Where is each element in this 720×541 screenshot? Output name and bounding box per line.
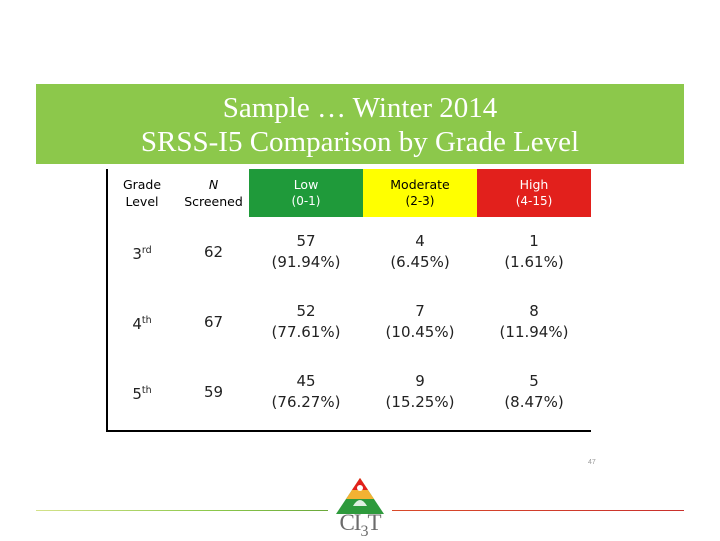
header-moderate-line-2: (2-3) — [405, 194, 435, 208]
n-screened-cell: 67 — [203, 312, 224, 331]
low-percent: (76.27%) — [271, 393, 341, 411]
header-n-line-2: Screened — [184, 194, 243, 209]
n-screened-cell: 62 — [203, 242, 224, 261]
grade-number: 5 — [132, 384, 142, 403]
moderate-percent: (6.45%) — [390, 253, 450, 271]
low-cell: 52 (77.61%) — [249, 287, 363, 357]
moderate-cell: 9 (15.25%) — [363, 357, 477, 427]
table-row: 5th 59 45 (76.27%) 9 (15.25%) 5 (8.47%) — [106, 357, 591, 427]
low-cell: 45 (76.27%) — [249, 357, 363, 427]
logo-text-3: 3 — [360, 523, 368, 540]
table-row: 4th 67 52 (77.61%) 7 (10.45%) 8 (11.94%) — [106, 287, 591, 357]
moderate-count: 9 — [415, 372, 425, 390]
header-low-line-1: Low — [293, 177, 319, 192]
moderate-cell: 4 (6.45%) — [363, 217, 477, 287]
logo-text-t: T — [367, 510, 381, 535]
low-cell: 57 (91.94%) — [249, 217, 363, 287]
grade-cell: 4th — [106, 287, 178, 357]
header-grade-line-2: Level — [125, 194, 159, 209]
high-percent: (8.47%) — [504, 393, 564, 411]
low-percent: (91.94%) — [271, 253, 341, 271]
header-grade-line-1: Grade — [122, 177, 162, 192]
title-line-2: SRSS-I5 Comparison by Grade Level — [140, 126, 580, 158]
header-n-line-1: N — [208, 177, 219, 192]
high-cell: 1 (1.61%) — [477, 217, 591, 287]
grade-suffix: th — [141, 314, 152, 326]
moderate-cell: 7 (10.45%) — [363, 287, 477, 357]
header-low-line-2: (0-1) — [291, 194, 321, 208]
title-line-1: Sample … Winter 2014 — [222, 92, 498, 124]
high-cell: 5 (8.47%) — [477, 357, 591, 427]
page-number: 47 — [588, 459, 596, 466]
header-moderate-line-1: Moderate — [390, 177, 450, 192]
comparison-table: Grade Level N Screened Low (0-1) Moderat… — [106, 169, 591, 427]
grade-number: 3 — [132, 244, 142, 263]
high-cell: 8 (11.94%) — [477, 287, 591, 357]
low-count: 57 — [296, 232, 316, 250]
header-high-line-1: High — [519, 177, 549, 192]
low-count: 52 — [296, 302, 316, 320]
high-percent: (1.61%) — [504, 253, 564, 271]
header-grade-level: Grade Level — [106, 169, 178, 217]
low-count: 45 — [296, 372, 316, 390]
grade-cell: 5th — [106, 357, 178, 427]
grade-number: 4 — [132, 314, 142, 333]
low-percent: (77.61%) — [271, 323, 341, 341]
moderate-percent: (15.25%) — [385, 393, 455, 411]
high-percent: (11.94%) — [499, 323, 569, 341]
ci3t-logo: CI3T — [330, 476, 390, 540]
header-high-line-2: (4-15) — [515, 194, 553, 208]
footer-divider-left — [36, 510, 328, 511]
header-high: High (4-15) — [477, 169, 591, 217]
header-n-screened: N Screened — [178, 169, 249, 217]
moderate-percent: (10.45%) — [385, 323, 455, 341]
footer-divider-right — [392, 510, 684, 511]
grade-suffix: th — [141, 384, 152, 396]
grade-cell: 3rd — [106, 217, 178, 287]
triangle-logo-icon — [336, 478, 384, 514]
high-count: 1 — [529, 232, 539, 250]
title-banner: Sample … Winter 2014 SRSS-I5 Comparison … — [36, 84, 684, 164]
high-count: 8 — [529, 302, 539, 320]
header-moderate: Moderate (2-3) — [363, 169, 477, 217]
header-row: Grade Level N Screened Low (0-1) Moderat… — [106, 169, 591, 217]
table-row: 3rd 62 57 (91.94%) 4 (6.45%) 1 (1.61%) — [106, 217, 591, 287]
high-count: 5 — [529, 372, 539, 390]
grade-suffix: rd — [141, 244, 152, 256]
header-low: Low (0-1) — [249, 169, 363, 217]
moderate-count: 7 — [415, 302, 425, 320]
moderate-count: 4 — [415, 232, 425, 250]
n-screened-cell: 59 — [203, 382, 224, 401]
logo-text-ci: CI — [339, 510, 361, 535]
logo-wordmark: CI3T — [330, 510, 390, 541]
